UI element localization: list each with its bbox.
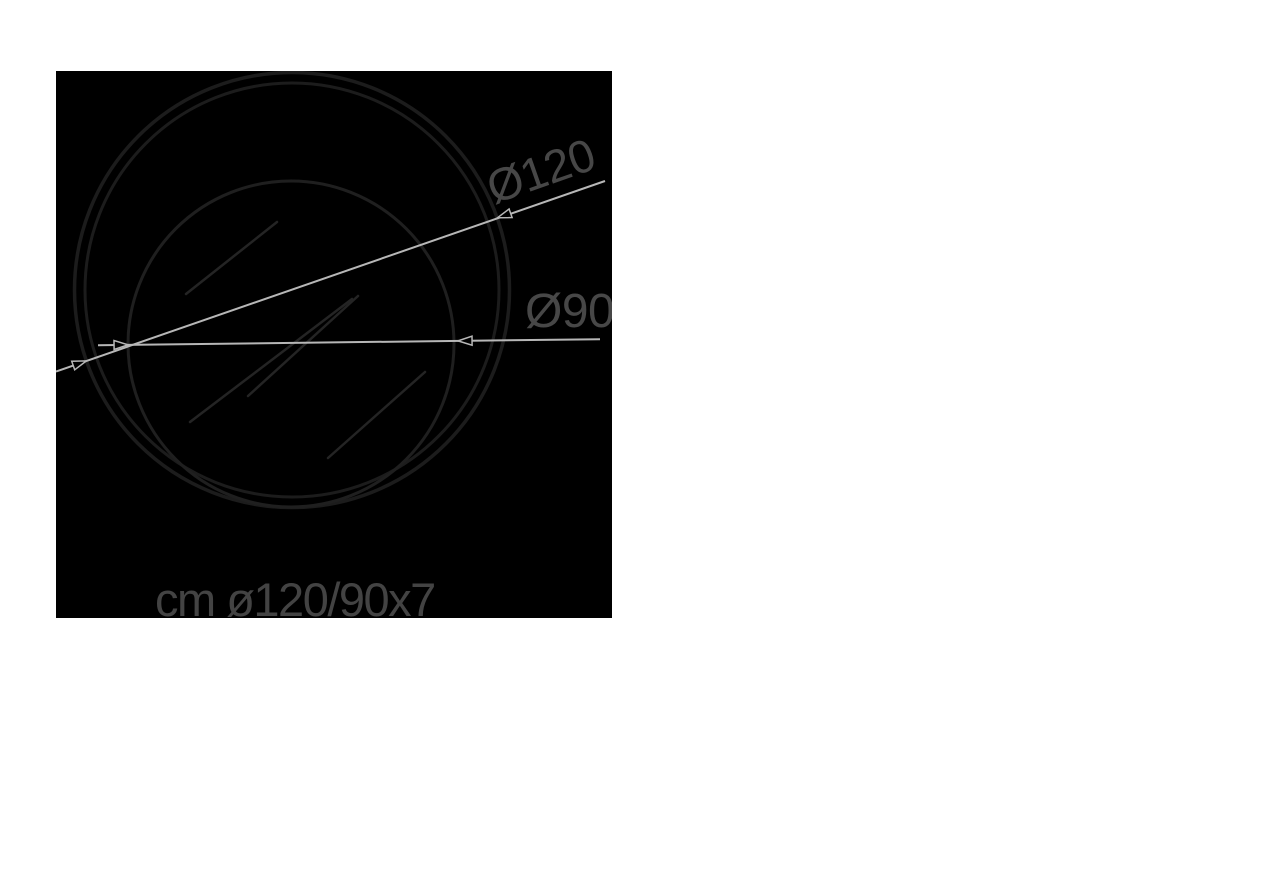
dimension-line-90 xyxy=(97,338,601,347)
dimension-label-90: Ø90 xyxy=(525,285,612,338)
arrowhead-120-lower-left xyxy=(70,360,89,372)
dimension-label-120: Ø120 xyxy=(480,128,602,214)
dimension-outer-diameter: Ø120 xyxy=(56,128,606,373)
mirror-frame-inner-ring xyxy=(83,81,501,499)
drawing-svg: Ø120 Ø90 cm ø120/90x7 xyxy=(56,71,612,618)
glass-shine-line xyxy=(188,297,354,424)
glass-shine-group xyxy=(184,220,427,460)
arrowhead-120-upper-right xyxy=(495,207,514,219)
dimension-inner-diameter: Ø90 xyxy=(97,285,612,351)
size-caption: cm ø120/90x7 xyxy=(155,573,435,618)
dimension-line-120 xyxy=(56,180,606,373)
arrowhead-90-right xyxy=(455,335,473,347)
mirror-technical-drawing: Ø120 Ø90 cm ø120/90x7 xyxy=(56,71,612,618)
glass-shine-line xyxy=(246,294,360,398)
glass-shine-line xyxy=(184,220,279,296)
glass-shine-line xyxy=(326,370,427,460)
arrowhead-90-left xyxy=(113,339,131,351)
